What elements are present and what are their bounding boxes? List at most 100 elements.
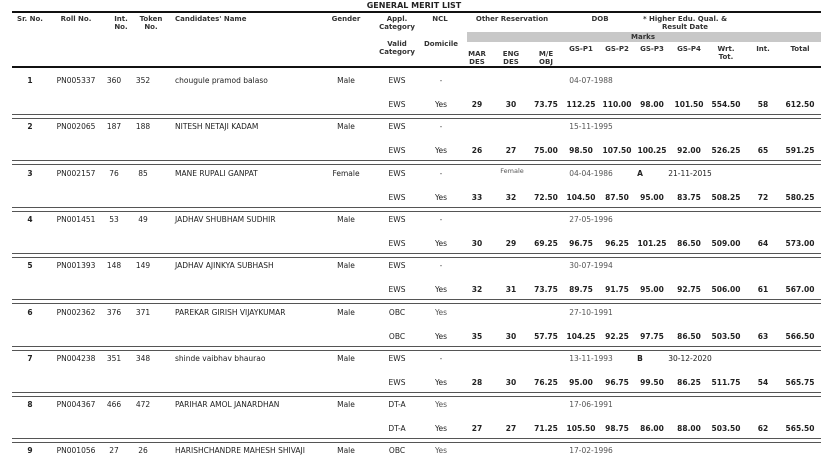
cell-ncl: - (439, 122, 443, 132)
cell-domicile: Yes (434, 146, 448, 156)
cell-appl-cat: EWS (388, 122, 406, 132)
cell-p1: 89.75 (569, 285, 593, 295)
cell-int-no: 351 (106, 353, 122, 363)
cell-intv: 54 (757, 377, 769, 387)
cell-p3: 86.00 (640, 424, 664, 434)
header-valid-cat: Valid Category (379, 40, 415, 56)
cell-valid-cat: EWS (388, 285, 406, 295)
cell-name: JADHAV AJINKYA SUBHASH (175, 261, 274, 271)
cell-sr: 5 (27, 261, 33, 271)
cell-dob: 13-11-1993 (569, 353, 613, 363)
record-divider (12, 252, 821, 258)
cell-roll: PN001393 (56, 261, 96, 271)
cell-intv: 63 (757, 331, 769, 341)
cell-p2: 92.25 (605, 331, 629, 341)
cell-sr: 4 (27, 214, 33, 224)
cell-gender: Male (337, 214, 355, 224)
cell-roll: PN004367 (56, 400, 96, 410)
cell-wrt: 503.50 (711, 331, 741, 341)
cell-wrt: 554.50 (711, 100, 741, 109)
cell-appl-cat: DT-A (388, 400, 406, 410)
cell-p4: 86.50 (677, 238, 701, 248)
cell-valid-cat: EWS (388, 377, 406, 387)
header-hq: * Higher Edu. Qual. & Result Date (642, 15, 728, 31)
cell-appl-cat: EWS (388, 168, 406, 178)
cell-name: MANE RUPALI GANPAT (175, 168, 258, 178)
cell-domicile: Yes (434, 424, 448, 434)
cell-p3: 99.50 (640, 377, 664, 387)
cell-token: 85 (138, 168, 148, 178)
cell-roll: PN004238 (56, 353, 96, 363)
cell-sr: 9 (27, 446, 33, 456)
cell-token: 26 (138, 446, 148, 456)
header-intv: Int. (756, 45, 770, 53)
cell-int-no: 187 (106, 122, 122, 132)
header-marks: Marks (631, 33, 655, 41)
record-divider (12, 345, 821, 351)
cell-gender: Male (337, 353, 355, 363)
cell-ncl: - (439, 76, 443, 85)
cell-intv: 61 (757, 285, 769, 295)
cell-gender: Male (337, 400, 355, 410)
cell-token: 348 (135, 353, 151, 363)
cell-token: 472 (135, 400, 151, 410)
cell-p3: 95.00 (640, 285, 664, 295)
header-p3: GS-P3 (640, 45, 664, 53)
cell-name: PARIHAR AMOL JANARDHAN (175, 400, 280, 410)
header-token: Token No. (139, 15, 163, 31)
record-divider (12, 391, 821, 397)
cell-p3: 101.25 (637, 238, 667, 248)
cell-roll: PN001451 (56, 214, 96, 224)
cell-mar: 28 (471, 377, 483, 387)
cell-domicile: Yes (434, 238, 448, 248)
cell-ncl: - (439, 168, 443, 178)
cell-dob: 27-10-1991 (569, 307, 613, 317)
cell-sr: 1 (27, 76, 33, 85)
cell-p3: 95.00 (640, 192, 664, 202)
cell-token: 188 (135, 122, 151, 132)
cell-int-no: 53 (109, 214, 119, 224)
cell-token: 352 (135, 76, 151, 85)
header-mar: MAR DES (468, 50, 486, 66)
cell-roll: PN002157 (56, 168, 96, 178)
cell-domicile: Yes (434, 285, 448, 295)
cell-eng: 27 (505, 146, 517, 156)
cell-appl-cat: EWS (388, 261, 406, 271)
cell-hq-date: 30-12-2020 (668, 353, 712, 363)
cell-me: 73.75 (534, 285, 558, 295)
marks-band (467, 32, 821, 42)
cell-p1: 98.50 (569, 146, 593, 156)
header-p2: GS-P2 (605, 45, 629, 53)
cell-gender: Male (337, 446, 355, 456)
cell-valid-cat: EWS (388, 238, 406, 248)
cell-int-no: 76 (109, 168, 119, 178)
cell-wrt: 509.00 (711, 238, 741, 248)
cell-me: 73.75 (534, 100, 558, 109)
cell-p4: 86.25 (677, 377, 701, 387)
cell-gender: Male (337, 261, 355, 271)
cell-eng: 29 (505, 238, 517, 248)
cell-mar: 33 (471, 192, 483, 202)
header-roll: Roll No. (60, 15, 92, 23)
header-p4: GS-P4 (677, 45, 701, 53)
cell-gender: Male (337, 76, 355, 85)
cell-eng: 27 (505, 424, 517, 434)
cell-roll: PN001056 (56, 446, 96, 456)
header-wrt: Wrt. Tot. (717, 45, 735, 61)
header-top-rule (12, 11, 821, 13)
cell-p4: 92.75 (677, 285, 701, 295)
header-total: Total (790, 45, 810, 53)
cell-me: 69.25 (534, 238, 558, 248)
cell-p2: 96.75 (605, 377, 629, 387)
cell-sr: 8 (27, 400, 33, 410)
record-divider (12, 438, 821, 444)
record-divider (12, 206, 821, 212)
cell-mar: 32 (471, 285, 483, 295)
cell-hq-date: 21-11-2015 (668, 168, 712, 178)
cell-int-no: 148 (106, 261, 122, 271)
cell-p4: 101.50 (674, 100, 704, 109)
cell-ncl: Yes (434, 446, 448, 456)
cell-p2: 98.75 (605, 424, 629, 434)
header-sr: Sr. No. (17, 15, 43, 23)
